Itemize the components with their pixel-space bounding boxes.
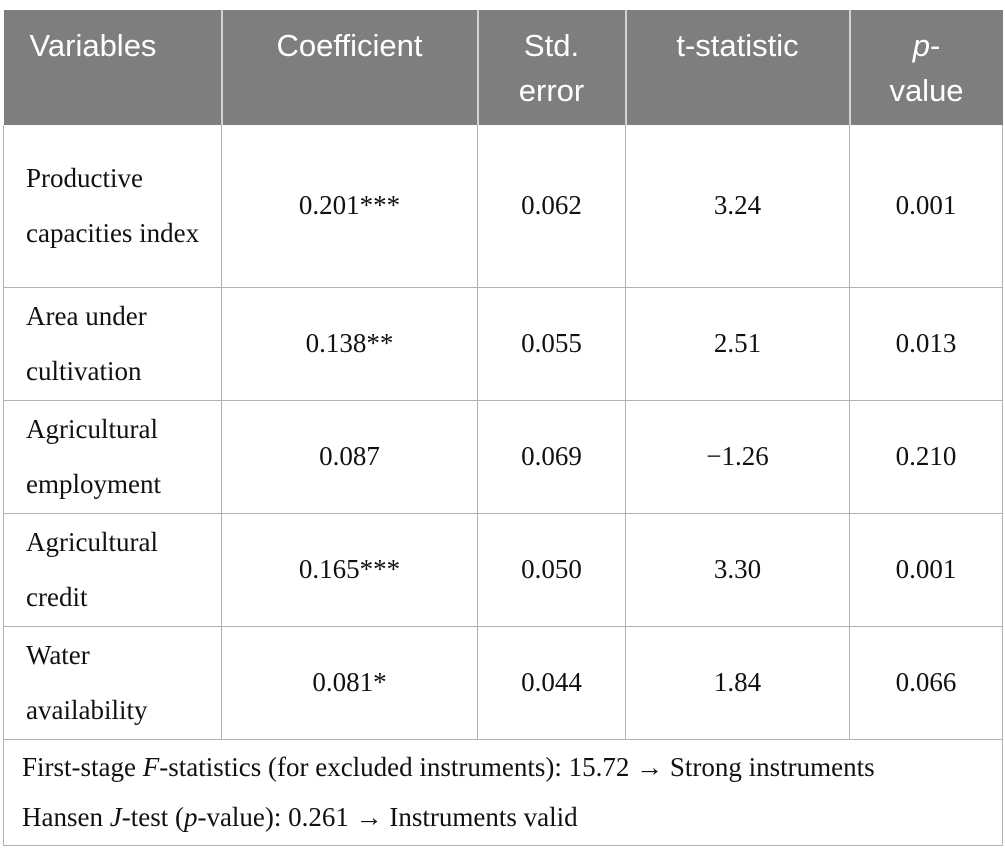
cell-coefficient: 0.087 [221,399,478,514]
header-row: Variables Coefficient Std. error t-stati… [3,10,1003,125]
cell-coefficient: 0.165*** [221,512,478,627]
cell-std-error: 0.069 [477,399,626,514]
cell-std-error: 0.055 [477,286,626,401]
cell-coefficient: 0.201*** [221,125,478,288]
header-cell-variables: Variables [3,10,222,125]
cell-t-statistic: 3.30 [625,512,850,627]
cell-p-value: 0.210 [849,399,1003,514]
table-row: Productive capacities index 0.201*** 0.0… [3,125,1003,288]
regression-table-container: Variables Coefficient Std. error t-stati… [3,10,1003,846]
cell-p-value: 0.001 [849,512,1003,627]
cell-variable: Water availability [3,625,222,740]
cell-p-value: 0.066 [849,625,1003,740]
cell-t-statistic: 2.51 [625,286,850,401]
table-header: Variables Coefficient Std. error t-stati… [3,10,1003,125]
cell-variable: Productive capacities index [3,125,222,288]
table-row: Agricultural credit 0.165*** 0.050 3.30 … [3,512,1003,627]
cell-std-error: 0.044 [477,625,626,740]
regression-results-table: Variables Coefficient Std. error t-stati… [3,10,1003,846]
cell-variable: Agricultural employment [3,399,222,514]
header-p-line2: value [889,73,964,108]
cell-coefficient: 0.138** [221,286,478,401]
header-cell-t-statistic: t-statistic [624,10,850,125]
table-row: Water availability 0.081* 0.044 1.84 0.0… [3,625,1003,740]
header-std-line1: Std. [523,28,580,63]
cell-variable: Agricultural credit [3,512,222,627]
cell-std-error: 0.062 [477,125,626,288]
header-cell-coefficient: Coefficient [220,10,478,125]
table-row: Agricultural employment 0.087 0.069 −1.2… [3,399,1003,514]
cell-t-statistic: 3.24 [625,125,850,288]
header-cell-std-error: Std. error [476,10,626,125]
cell-std-error: 0.050 [477,512,626,627]
cell-p-value: 0.001 [849,125,1003,288]
cell-t-statistic: −1.26 [625,399,850,514]
cell-variable: Area under cultivation [3,286,222,401]
cell-t-statistic: 1.84 [625,625,850,740]
table-body: Productive capacities index 0.201*** 0.0… [3,125,1003,846]
header-p-line1: p- [912,28,941,63]
cell-coefficient: 0.081* [221,625,478,740]
table-footer-row: First-stage F-statistics (for excluded i… [3,738,1003,846]
footnote-hansen-j: Hansen J-test (p-value): 0.261 → Instrum… [22,802,578,832]
header-std-line2: error [518,73,585,108]
footnote-first-stage-f: First-stage F-statistics (for excluded i… [22,752,875,782]
diagnostics-cell: First-stage F-statistics (for excluded i… [3,738,1003,846]
table-row: Area under cultivation 0.138** 0.055 2.5… [3,286,1003,401]
header-cell-p-value: p- value [848,10,1003,125]
cell-p-value: 0.013 [849,286,1003,401]
